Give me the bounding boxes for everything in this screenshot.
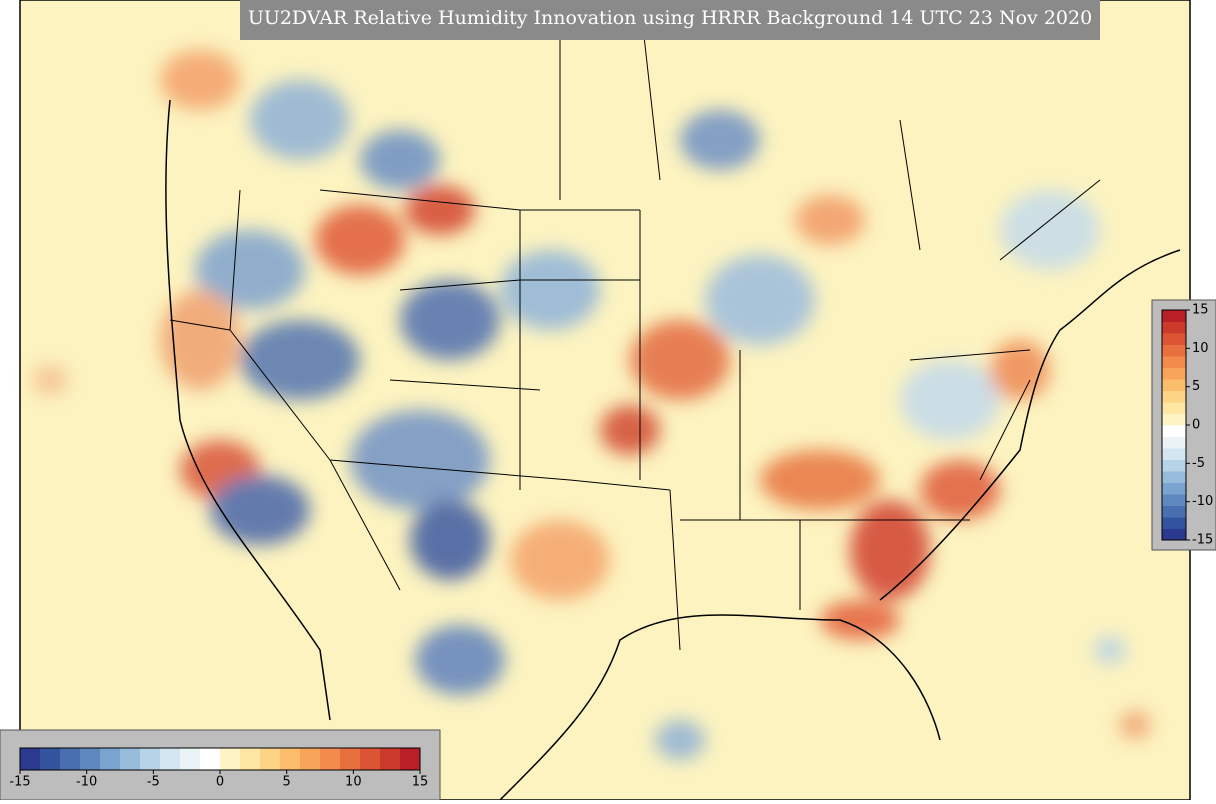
vertical-colorbar: 15 10 5 0 -5 -10 -15 bbox=[1151, 299, 1216, 551]
colorbar-segment bbox=[1162, 413, 1186, 426]
colorbar-segment bbox=[1162, 390, 1186, 403]
colorbar-segment bbox=[1162, 379, 1186, 391]
colorbar-segment bbox=[200, 748, 221, 770]
colorbar-segment bbox=[180, 748, 201, 770]
horizontal-colorbar: -15 -10 -5 0 5 10 15 bbox=[0, 729, 441, 801]
colorbar-segment bbox=[100, 748, 121, 770]
colorbar-segment bbox=[1162, 436, 1186, 449]
colorbar-segment bbox=[1162, 333, 1186, 345]
colorbar-tick-label: -10 bbox=[76, 775, 97, 790]
colorbar-segment bbox=[60, 748, 81, 770]
colorbar-segment bbox=[400, 748, 421, 770]
colorbar-tick-label: -5 bbox=[147, 775, 160, 790]
colorbar-segment bbox=[1162, 528, 1186, 541]
colorbar-segment bbox=[1162, 344, 1186, 357]
colorbar-segment bbox=[1162, 494, 1186, 506]
colorbar-tick-label: 15 bbox=[412, 775, 429, 790]
colorbar-segment bbox=[120, 748, 141, 770]
colorbar-segment bbox=[280, 748, 301, 770]
colorbar-segment bbox=[220, 748, 241, 770]
innovation-field bbox=[32, 50, 1151, 760]
colorbar-segment bbox=[1162, 310, 1186, 322]
colorbar-tick-label: -15 bbox=[9, 775, 30, 790]
colorbar-segment bbox=[40, 748, 61, 770]
colorbar-segment bbox=[240, 748, 261, 770]
colorbar-segment bbox=[1162, 321, 1186, 334]
boundaries bbox=[165, 0, 1181, 801]
colorbar-segment bbox=[1162, 459, 1186, 472]
map bbox=[19, 0, 1191, 801]
colorbar-segment bbox=[20, 748, 41, 770]
colorbar-segment bbox=[1162, 448, 1186, 460]
colorbar-tick-label: 5 bbox=[1192, 379, 1200, 394]
colorbar-segment bbox=[80, 748, 101, 770]
colorbar-segment bbox=[340, 748, 361, 770]
colorbar-segment bbox=[320, 748, 341, 770]
colorbar-segment bbox=[300, 748, 321, 770]
colorbar-tick-label: -15 bbox=[1192, 533, 1213, 548]
colorbar-tick-label: 5 bbox=[283, 775, 291, 790]
colorbar-segment bbox=[140, 748, 161, 770]
colorbar-segment bbox=[1162, 505, 1186, 518]
colorbar-segment bbox=[1162, 482, 1186, 495]
colorbar-segment bbox=[1162, 356, 1186, 368]
colorbar-tick-label: 0 bbox=[1192, 418, 1200, 433]
colorbar-tick-label: -5 bbox=[1192, 456, 1205, 471]
map-area bbox=[20, 0, 1190, 800]
map-title: UU2DVAR Relative Humidity Innovation usi… bbox=[248, 7, 1092, 29]
title-box bbox=[240, 0, 1100, 40]
colorbar-tick-label: 0 bbox=[216, 775, 224, 790]
colorbar-tick-label: 10 bbox=[345, 775, 362, 790]
colorbar-tick-label: 15 bbox=[1192, 303, 1209, 318]
colorbar-segment bbox=[160, 748, 181, 770]
colorbar-tick-label: -10 bbox=[1192, 494, 1213, 509]
colorbar-segment bbox=[360, 748, 381, 770]
colorbar-segment bbox=[260, 748, 281, 770]
colorbar-segment bbox=[1162, 471, 1186, 483]
colorbar-segment bbox=[380, 748, 401, 770]
colorbar-segment bbox=[1162, 402, 1186, 414]
colorbar-segment bbox=[1162, 367, 1186, 380]
colorbar-segment bbox=[1162, 425, 1186, 437]
colorbar-tick-label: 10 bbox=[1192, 341, 1209, 356]
colorbar-segment bbox=[1162, 517, 1186, 529]
